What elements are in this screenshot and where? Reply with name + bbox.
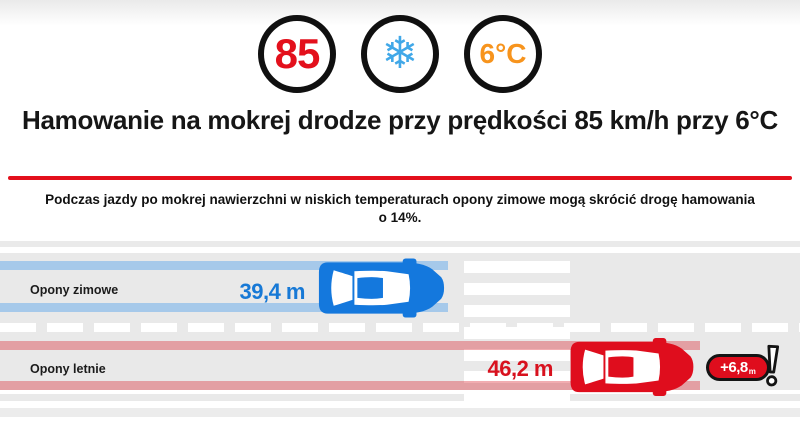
temperature-value: 6°C <box>479 38 527 69</box>
winter-lane-stripe-top <box>0 261 448 270</box>
summer-distance-value: 46,2 m <box>487 356 554 381</box>
summer-lane-stripe-top <box>0 341 700 350</box>
summer-lane-stripe-bottom <box>0 381 700 390</box>
winter-tires-label: Opony zimowe <box>30 283 119 297</box>
summer-car-icon <box>570 338 694 396</box>
difference-badge: +6,8 m <box>706 354 770 381</box>
winter-lane-stripe-bottom <box>0 303 448 312</box>
difference-value: +6,8 <box>720 359 748 376</box>
summer-tires-label: Opony letnie <box>30 362 106 376</box>
winter-distance-value: 39,4 m <box>239 279 306 304</box>
exclamation-icon <box>766 344 780 387</box>
page-title: Hamowanie na mokrej drodze przy prędkośc… <box>22 105 778 135</box>
road-shoulder-bottom <box>0 408 800 417</box>
road-surface: Opony zimowe 39,4 m Opony letnie 46,2 m <box>0 253 800 401</box>
winter-car-icon <box>318 258 445 318</box>
speed-value: 85 <box>274 30 321 77</box>
temperature-badge: 6°C <box>464 15 542 93</box>
difference-unit: m <box>748 366 756 376</box>
red-divider <box>8 176 792 180</box>
condition-badges: 85 ❄ 6°C <box>0 15 800 93</box>
road-edge-line <box>0 390 800 394</box>
subtitle: Podczas jazdy po mokrej nawierzchni w ni… <box>45 192 755 225</box>
lane-divider-dashes <box>0 323 800 332</box>
road-shoulder-top <box>0 241 800 247</box>
speed-badge: 85 <box>258 15 336 93</box>
braking-distance-diagram: Opony zimowe 39,4 m Opony letnie 46,2 m <box>0 240 800 423</box>
snowflake-icon: ❄ <box>381 28 419 79</box>
snowflake-badge: ❄ <box>361 15 439 93</box>
